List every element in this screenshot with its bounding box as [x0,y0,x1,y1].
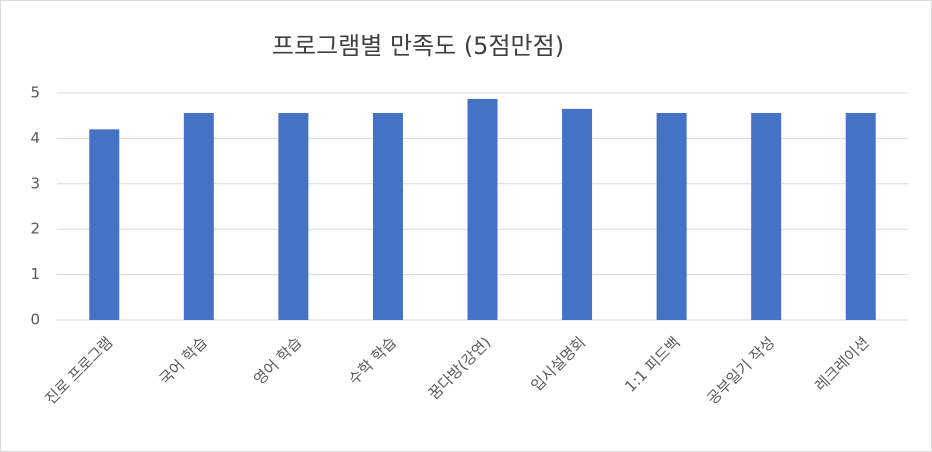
bar [89,129,120,320]
y-tick-label: 0 [30,311,40,329]
bar [372,112,403,320]
y-tick-label: 1 [30,265,40,283]
chart-title: 프로그램별 만족도 (5점만점) [272,32,564,60]
y-tick-label: 5 [30,84,40,102]
bar [467,98,498,320]
y-tick-label: 4 [30,129,40,147]
bar [183,112,214,320]
bar [278,112,309,320]
bar [656,112,687,320]
bar [845,112,876,320]
y-tick-label: 2 [30,220,40,238]
bar [562,108,593,320]
bar [751,112,782,320]
y-tick-label: 3 [30,174,40,192]
